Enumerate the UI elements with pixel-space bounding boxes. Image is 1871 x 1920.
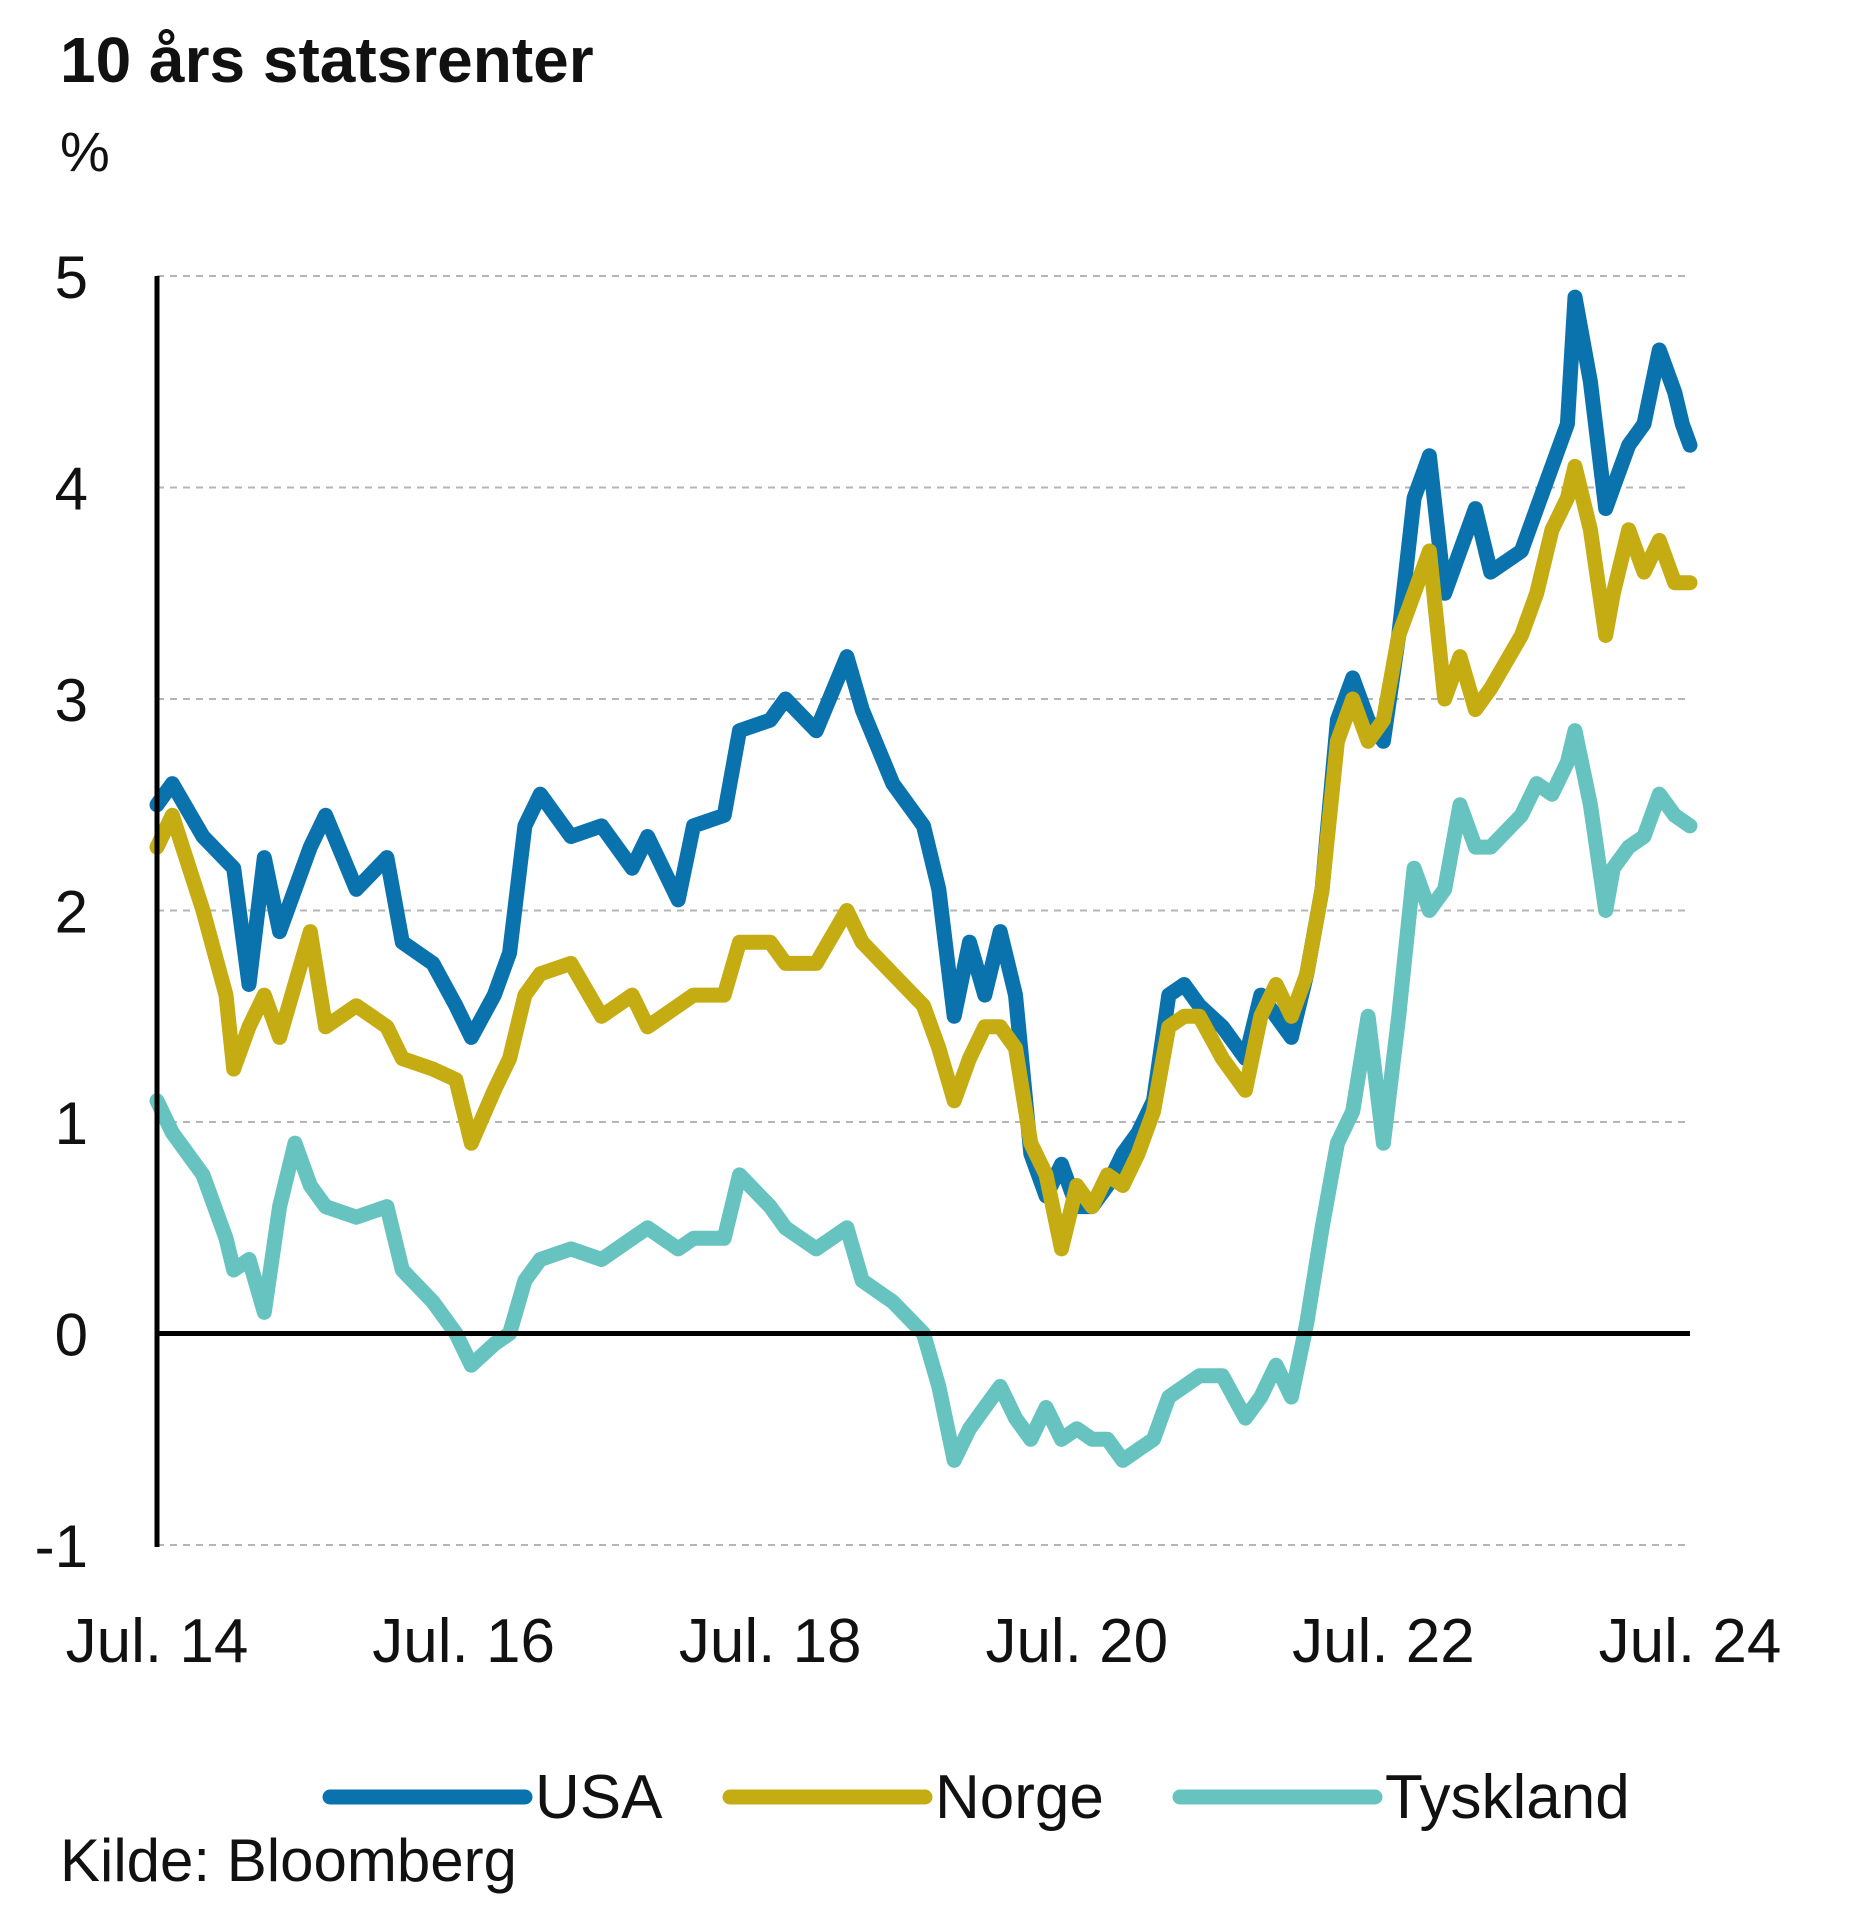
y-tick-label: 5 [55, 244, 88, 311]
legend-label-norge: Norge [935, 1763, 1104, 1832]
series-lines [149, 289, 1698, 1468]
series-line-tyskland [149, 723, 1698, 1468]
x-tick-label: Jul. 14 [66, 1607, 249, 1676]
source-note: Kilde: Bloomberg [60, 1827, 517, 1894]
legend-label-usa: USA [535, 1763, 663, 1832]
x-tick-label: Jul. 18 [679, 1607, 862, 1676]
y-tick-label: -1 [35, 1513, 88, 1580]
x-tick-label: Jul. 22 [1292, 1607, 1475, 1676]
series-line-norge [149, 458, 1698, 1257]
y-tick-label: 3 [55, 667, 88, 734]
y-tick-label: 2 [55, 879, 88, 946]
y-tick-labels: 5 4 3 2 1 0 -1 [35, 244, 88, 1580]
axes [154, 276, 1690, 1547]
x-tick-label: Jul. 24 [1599, 1607, 1782, 1676]
y-tick-label: 4 [55, 456, 88, 523]
y-tick-label: 1 [55, 1090, 88, 1157]
x-tick-label: Jul. 20 [985, 1607, 1168, 1676]
series-line-usa [149, 289, 1698, 1215]
legend-label-tyskland: Tyskland [1385, 1763, 1630, 1832]
y-axis-unit: % [60, 120, 110, 183]
x-tick-label: Jul. 16 [372, 1607, 555, 1676]
x-tick-labels: Jul. 14 Jul. 16 Jul. 18 Jul. 20 Jul. 22 Jul. … [66, 1607, 1782, 1676]
chart-title: 10 års statsrenter [60, 24, 594, 96]
legend: USA Norge Tyskland [322, 1763, 1630, 1832]
y-tick-label: 0 [55, 1302, 88, 1369]
